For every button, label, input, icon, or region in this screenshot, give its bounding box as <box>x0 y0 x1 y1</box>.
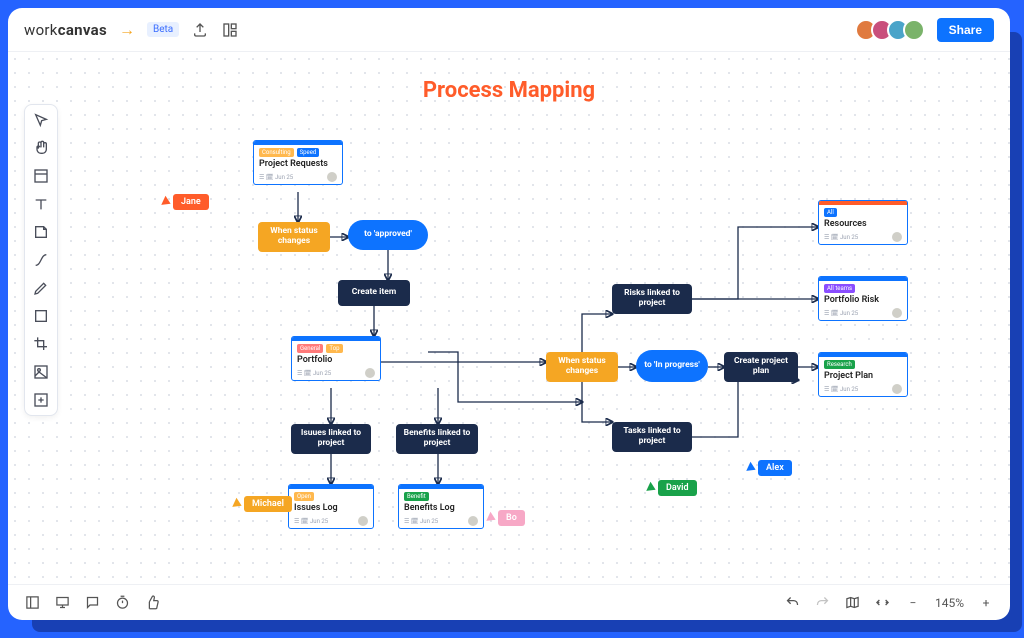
export-icon[interactable] <box>191 21 209 39</box>
map-icon[interactable] <box>845 595 861 611</box>
undo-icon[interactable] <box>785 595 801 611</box>
present-icon[interactable] <box>54 595 70 611</box>
text-tool-icon[interactable] <box>32 195 50 213</box>
card-res[interactable]: AllResources☰ 🗓 Jun 25 <box>818 200 908 245</box>
add-tool-icon[interactable] <box>32 391 50 409</box>
bottom-bar: − 145% + <box>8 584 1010 620</box>
pen-tool-icon[interactable] <box>32 279 50 297</box>
connector-tool-icon[interactable] <box>32 251 50 269</box>
redo-icon[interactable] <box>815 595 831 611</box>
card-req[interactable]: ConsultingSpeedProject Requests☰ 🗓 Jun 2… <box>253 140 343 185</box>
avatar-stack[interactable] <box>861 19 925 41</box>
shape-tool-icon[interactable] <box>32 307 50 325</box>
canvas[interactable]: Process Mapping ConsultingSpeedProject R… <box>8 52 1010 584</box>
app-window: workcanvas → Beta Share Process Mapping … <box>8 8 1010 620</box>
fit-icon[interactable] <box>875 595 891 611</box>
timer-icon[interactable] <box>114 595 130 611</box>
card-port[interactable]: GeneralTopPortfolio☰ 🗓 Jun 25 <box>291 336 381 381</box>
select-tool-icon[interactable] <box>32 111 50 129</box>
cursor-jane: Jane <box>163 194 209 210</box>
beta-badge: Beta <box>147 22 179 37</box>
share-button[interactable]: Share <box>937 18 994 42</box>
logo: workcanvas <box>24 21 107 39</box>
left-toolbar <box>24 104 58 416</box>
avatar[interactable] <box>903 19 925 41</box>
zoom-level[interactable]: 145% <box>935 596 964 610</box>
header: workcanvas → Beta Share <box>8 8 1010 52</box>
zoom-in-icon[interactable]: + <box>978 595 994 611</box>
cursor-alex: Alex <box>748 460 792 476</box>
card-ben[interactable]: BenefitBenefits Log☰ 🗓 Jun 25 <box>398 484 484 529</box>
hand-tool-icon[interactable] <box>32 139 50 157</box>
frame-tool-icon[interactable] <box>32 167 50 185</box>
thumbsup-icon[interactable] <box>144 595 160 611</box>
card-issues[interactable]: OpenIssues Log☰ 🗓 Jun 25 <box>288 484 374 529</box>
node-benl[interactable]: Benefits linked to project <box>396 424 478 454</box>
node-riskl[interactable]: Risks linked to project <box>612 284 692 314</box>
node-create[interactable]: Create item <box>338 280 410 306</box>
grid-icon[interactable] <box>221 21 239 39</box>
node-taskl[interactable]: Tasks linked to project <box>612 422 692 452</box>
crop-tool-icon[interactable] <box>32 335 50 353</box>
comment-icon[interactable] <box>84 595 100 611</box>
card-risk[interactable]: All teamsPortfolio Risk☰ 🗓 Jun 25 <box>818 276 908 321</box>
node-iss[interactable]: Isuues linked to project <box>291 424 371 454</box>
panel-icon[interactable] <box>24 595 40 611</box>
zoom-out-icon[interactable]: − <box>905 595 921 611</box>
note-tool-icon[interactable] <box>32 223 50 241</box>
cursor-david: David <box>648 480 697 496</box>
node-wsc2[interactable]: When status changes <box>546 352 618 382</box>
canvas-title: Process Mapping <box>423 78 595 103</box>
card-plan[interactable]: ResearchProject Plan☰ 🗓 Jun 25 <box>818 352 908 397</box>
node-cplan[interactable]: Create project plan <box>724 352 798 382</box>
node-wsc1[interactable]: When status changes <box>258 222 330 252</box>
cursor-michael: Michael <box>234 496 292 512</box>
cursor-bo: Bo <box>488 510 525 526</box>
node-appr[interactable]: to 'approved' <box>348 220 428 250</box>
image-tool-icon[interactable] <box>32 363 50 381</box>
node-prog[interactable]: to 'In progress' <box>636 350 708 382</box>
arrow-right-icon: → <box>119 20 135 40</box>
